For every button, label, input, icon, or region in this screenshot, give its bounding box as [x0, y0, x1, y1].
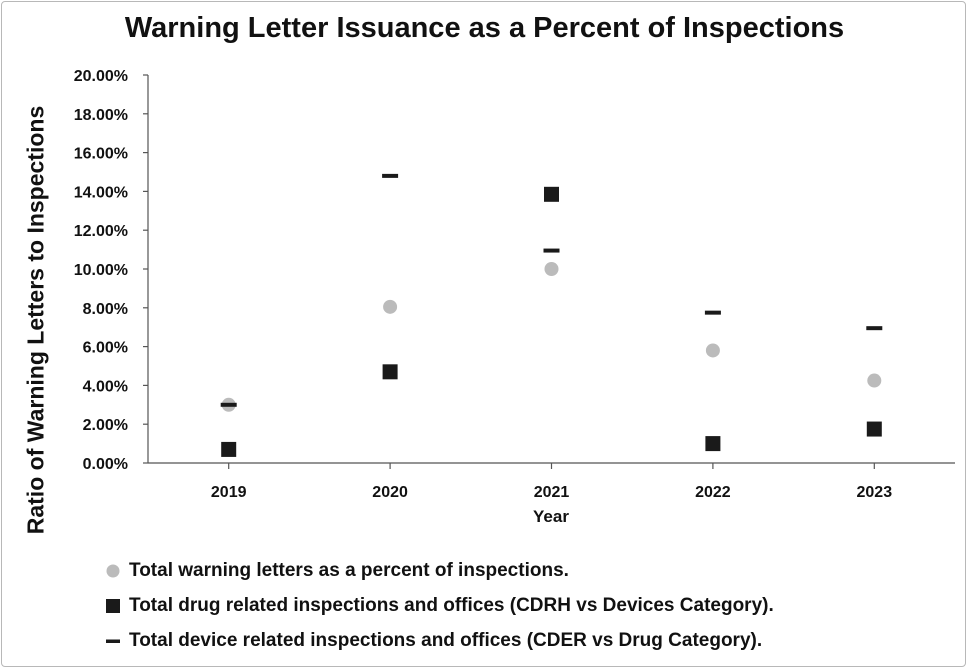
y-tick-label: 8.00% [83, 301, 128, 318]
legend-item-warning-letters: Total warning letters as a percent of in… [105, 553, 774, 588]
legend: Total warning letters as a percent of in… [105, 553, 774, 658]
y-tick-label: 20.00% [74, 68, 128, 85]
data-point-circle [544, 262, 559, 276]
x-tick-label: 2019 [211, 484, 247, 501]
x-tick-label: 2023 [857, 484, 893, 501]
legend-item-drug-inspections: Total drug related inspections and offic… [105, 588, 774, 623]
x-tick-label: 2021 [534, 484, 570, 501]
data-point-circle [383, 299, 398, 314]
chart-title: Warning Letter Issuance as a Percent of … [124, 12, 845, 44]
y-tick-label: 4.00% [83, 378, 128, 395]
data-point-square [544, 186, 559, 202]
legend-item-device-inspections: Total device related inspections and off… [105, 623, 774, 658]
y-tick-label: 14.00% [74, 184, 128, 201]
data-marks [220, 173, 883, 457]
legend-square-marker [105, 598, 121, 614]
y-tick-label: 12.00% [74, 223, 128, 240]
legend-circle-marker [105, 563, 121, 579]
data-point-square [705, 436, 721, 452]
data-point-dash [220, 402, 237, 407]
legend-dash-marker [105, 633, 121, 649]
data-point-square [221, 441, 237, 457]
y-tick-label: 18.00% [74, 107, 128, 124]
x-tick-label: 2022 [695, 484, 731, 501]
y-tick-label: 6.00% [83, 340, 128, 357]
legend-label: Total warning letters as a percent of in… [129, 559, 569, 581]
data-point-circle [705, 343, 720, 358]
legend-label: Total drug related inspections and offic… [129, 594, 774, 616]
data-point-dash [866, 326, 883, 331]
y-tick-label: 0.00% [83, 456, 128, 473]
data-point-circle [867, 373, 882, 388]
data-point-square [866, 421, 882, 437]
axes [143, 74, 955, 469]
y-axis-label: Ratio of Warning Letters to Inspections [22, 105, 49, 535]
y-tick-label: 2.00% [83, 417, 128, 434]
data-point-dash [543, 248, 560, 253]
y-tick-label: 10.00% [74, 262, 128, 279]
x-axis-label: Year [533, 507, 569, 526]
y-tick-label: 16.00% [74, 146, 128, 163]
data-point-dash [382, 173, 399, 178]
data-point-square [382, 364, 398, 380]
x-tick-label: 2020 [372, 484, 408, 501]
tick-labels: 0.00% 2.00% 4.00% 6.00% 8.00% 10.00% 12.00% 14.… [74, 68, 892, 501]
data-point-dash [704, 310, 721, 315]
legend-label: Total device related inspections and off… [129, 629, 763, 651]
